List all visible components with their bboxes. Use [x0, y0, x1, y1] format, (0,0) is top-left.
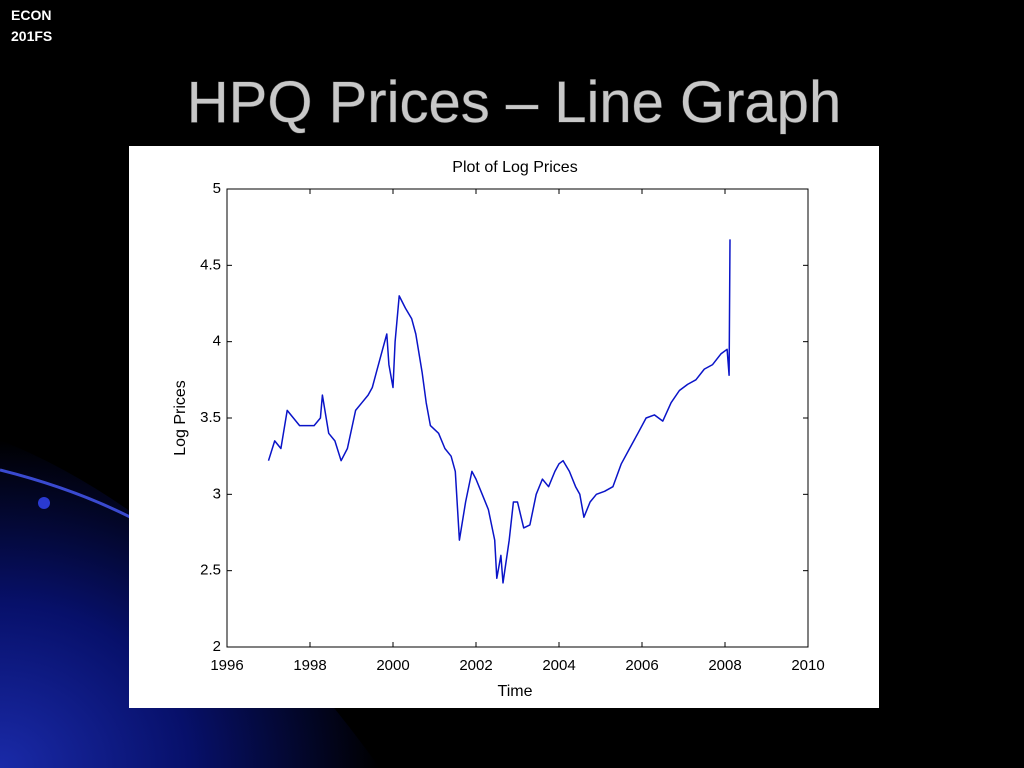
x-tick-label: 2004 — [542, 657, 575, 674]
x-tick-label: 2008 — [708, 657, 741, 674]
chart-panel — [129, 146, 879, 708]
y-tick-label: 2.5 — [200, 562, 221, 579]
y-tick-label: 4 — [213, 333, 221, 350]
y-tick-label: 3 — [213, 485, 221, 502]
y-tick-label: 3.5 — [200, 409, 221, 426]
y-tick-label: 5 — [213, 180, 221, 197]
price-line — [267, 239, 731, 584]
chart-title: Plot of Log Prices — [452, 159, 577, 176]
x-tick-label: 2010 — [791, 657, 824, 674]
x-tick-label: 2006 — [625, 657, 658, 674]
y-tick-label: 2 — [213, 638, 221, 655]
x-axis-label: Time — [498, 683, 533, 700]
swirl-dot — [38, 497, 50, 509]
y-axis-label: Log Prices — [172, 380, 189, 456]
x-tick-label: 1998 — [293, 657, 326, 674]
header: ECON — [11, 7, 51, 23]
x-tick-label: 1996 — [210, 657, 243, 674]
slide-title: HPQ Prices – Line Graph — [187, 70, 841, 135]
x-tick-label: 2000 — [376, 657, 409, 674]
x-tick-label: 2002 — [459, 657, 492, 674]
header: 201FS — [11, 28, 52, 44]
y-tick-label: 4.5 — [200, 256, 221, 273]
